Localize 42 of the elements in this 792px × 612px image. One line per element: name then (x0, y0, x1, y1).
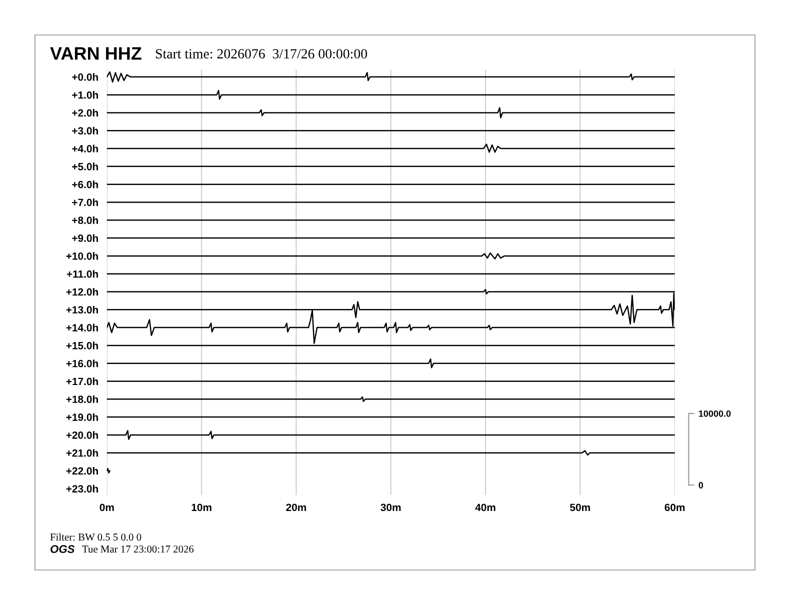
line-series (106, 71, 675, 83)
y-tick-label: +9.0h (72, 234, 98, 242)
text: Filter: BW 0.5 5 0.0 0 (50, 533, 142, 541)
x-tick-label: 10m (192, 504, 212, 512)
y-tick-label: +12.0h (66, 288, 98, 296)
y-tick-label: +0.0h (72, 73, 98, 81)
x-tick-label: 40m (475, 504, 496, 512)
y-tick-label: +15.0h (66, 342, 98, 350)
text: Tue Mar 17 23:00:17 2026 (82, 546, 194, 553)
x-tick-label: 50m (570, 504, 590, 512)
y-tick-label: +19.0h (66, 413, 98, 421)
chart-title: VARN HHZ (50, 47, 142, 60)
chart-subtitle: Start time: 2026076 3/17/26 00:00:00 (156, 49, 368, 59)
y-tick-label: +22.0h (66, 466, 98, 475)
line-series (106, 144, 675, 153)
y-tick-label: +16.0h (66, 360, 98, 368)
y2-tick-label: 10000.0 (698, 410, 731, 417)
y-tick-label: +7.0h (72, 198, 98, 206)
x-tick-label: 0m (100, 504, 114, 512)
x-tick-label: 60m (664, 504, 685, 512)
y-tick-label: +10.0h (66, 252, 98, 260)
y-tick-label: +11.0h (66, 270, 98, 278)
text: OGS (50, 545, 75, 553)
y-tick-label: +18.0h (66, 395, 98, 404)
y-tick-label: +8.0h (72, 216, 98, 224)
x-tick-label: 30m (380, 504, 401, 512)
x-tick-label: 20m (286, 504, 306, 512)
y-tick-label: +17.0h (66, 377, 98, 386)
y-tick-label: +23.0h (66, 484, 98, 493)
y-tick-label: +3.0h (72, 126, 98, 135)
y-tick-label: +6.0h (72, 180, 98, 188)
y-tick-label: +14.0h (66, 324, 98, 332)
y-tick-label: +13.0h (66, 306, 98, 314)
y-tick-label: +21.0h (66, 449, 98, 457)
y-tick-label: +20.0h (66, 431, 98, 439)
y-tick-label: +1.0h (72, 91, 98, 99)
y-tick-label: +5.0h (72, 162, 98, 170)
y-tick-label: +2.0h (72, 108, 98, 117)
line-series (106, 107, 675, 118)
y-tick-label: +4.0h (72, 144, 98, 152)
line-series (106, 430, 675, 440)
y2-tick-label: 0 (698, 482, 704, 488)
